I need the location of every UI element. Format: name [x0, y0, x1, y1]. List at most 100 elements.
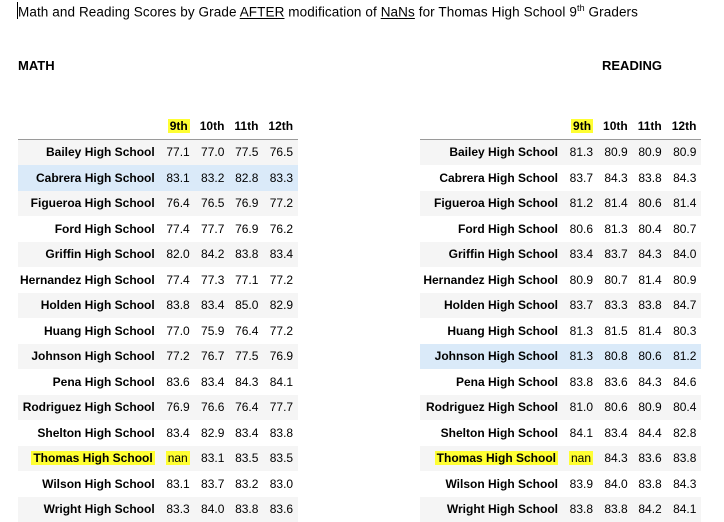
score-cell: 82.9: [263, 293, 298, 319]
math-column-header: 10th: [195, 113, 230, 139]
school-name: Griffin High School: [420, 242, 564, 268]
score-cell: 77.4: [161, 267, 195, 293]
school-name: Wright High School: [18, 497, 161, 522]
score-cell: 83.7: [195, 471, 230, 497]
school-name-highlight: Thomas High School: [435, 451, 558, 465]
score-cell: 75.9: [195, 318, 230, 344]
score-cell: 83.8: [633, 165, 667, 191]
score-cell: 82.8: [229, 165, 263, 191]
school-name: Rodriguez High School: [18, 395, 161, 421]
score-cell: 80.9: [564, 267, 598, 293]
school-name: Hernandez High School: [18, 267, 161, 293]
score-cell: 83.4: [263, 242, 298, 268]
reading-index-header: [420, 113, 564, 139]
school-name: Bailey High School: [420, 139, 564, 165]
score-cell: 83.8: [161, 293, 195, 319]
score-cell: 81.2: [667, 344, 702, 370]
score-cell: 83.8: [633, 293, 667, 319]
score-cell: 81.5: [598, 318, 633, 344]
score-cell: 80.6: [598, 395, 633, 421]
score-cell: 81.4: [598, 191, 633, 217]
score-cell: 77.4: [161, 216, 195, 242]
score-cell: 76.9: [229, 191, 263, 217]
score-cell: 80.9: [667, 139, 702, 165]
score-cell: 83.8: [564, 497, 598, 522]
score-cell: 83.4: [229, 420, 263, 446]
school-name: Pena High School: [18, 369, 161, 395]
title-nans: NaNs: [381, 5, 415, 20]
math-column-header: 11th: [229, 113, 263, 139]
score-cell: 84.0: [667, 242, 702, 268]
score-cell: 80.4: [667, 395, 702, 421]
school-name: Wright High School: [420, 497, 564, 522]
score-cell: 80.6: [564, 216, 598, 242]
score-cell: 77.2: [263, 267, 298, 293]
score-cell: 83.5: [263, 446, 298, 472]
score-cell: 83.4: [195, 369, 230, 395]
school-name: Holden High School: [420, 293, 564, 319]
math-index-header: [18, 113, 161, 139]
title-middle: modification of: [284, 5, 380, 20]
score-cell: 84.1: [667, 497, 702, 522]
score-cell: 84.3: [633, 242, 667, 268]
score-cell: 83.7: [564, 293, 598, 319]
score-cell: 83.6: [161, 369, 195, 395]
reading-column-header: 10th: [598, 113, 633, 139]
school-name: Thomas High School: [420, 446, 564, 472]
score-cell: 83.6: [263, 497, 298, 522]
score-cell: 77.2: [161, 344, 195, 370]
reading-column-header-highlight: 9th: [571, 119, 593, 133]
nan-value-highlight: nan: [569, 451, 593, 465]
score-cell: 84.3: [633, 369, 667, 395]
title-sup: th: [577, 3, 585, 13]
score-cell: 83.4: [598, 420, 633, 446]
school-name: Huang High School: [420, 318, 564, 344]
school-name-highlight: Thomas High School: [31, 451, 154, 465]
school-name: Bailey High School: [18, 139, 161, 165]
score-cell: 77.2: [263, 191, 298, 217]
score-cell: 84.4: [633, 420, 667, 446]
score-cell: 83.8: [598, 497, 633, 522]
title-suffix: for Thomas High School 9: [415, 5, 577, 20]
score-cell: 76.6: [195, 395, 230, 421]
score-cell: 83.1: [161, 471, 195, 497]
page-title: Math and Reading Scores by Grade AFTER m…: [18, 3, 638, 20]
reading-column-header: 11th: [633, 113, 667, 139]
score-cell: 80.3: [667, 318, 702, 344]
score-cell: 76.4: [229, 395, 263, 421]
score-cell: 84.3: [598, 446, 633, 472]
score-cell: 84.3: [598, 165, 633, 191]
reading-column-header: 12th: [667, 113, 702, 139]
score-cell: 77.3: [195, 267, 230, 293]
score-cell: 83.8: [564, 369, 598, 395]
score-cell: 76.4: [161, 191, 195, 217]
school-name: Griffin High School: [18, 242, 161, 268]
score-cell: 83.0: [263, 471, 298, 497]
score-cell: 83.2: [195, 165, 230, 191]
score-cell: 76.2: [263, 216, 298, 242]
math-column-header-highlight: 9th: [168, 119, 190, 133]
school-name: Pena High School: [420, 369, 564, 395]
school-name: Johnson High School: [18, 344, 161, 370]
score-cell: 84.6: [667, 369, 702, 395]
score-cell: 84.3: [667, 471, 702, 497]
score-cell: 83.7: [564, 165, 598, 191]
